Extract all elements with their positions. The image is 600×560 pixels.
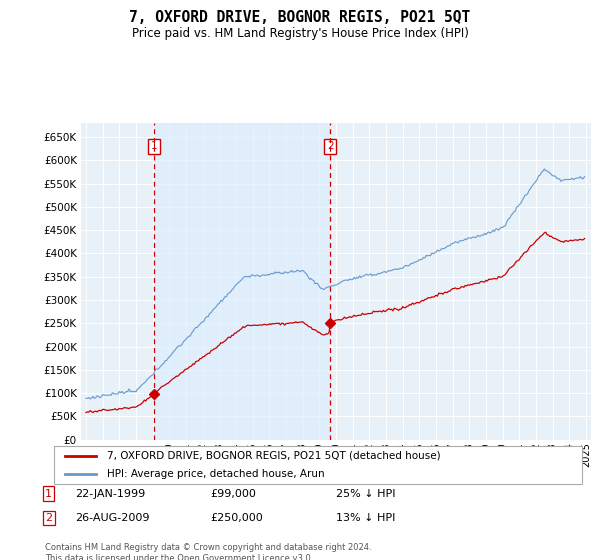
Text: 26-AUG-2009: 26-AUG-2009 [75,513,149,523]
Text: 1: 1 [45,489,52,499]
Text: 2: 2 [45,513,52,523]
Text: 22-JAN-1999: 22-JAN-1999 [75,489,145,499]
Text: 13% ↓ HPI: 13% ↓ HPI [336,513,395,523]
Text: £99,000: £99,000 [210,489,256,499]
Text: 2: 2 [327,142,334,151]
Text: Contains HM Land Registry data © Crown copyright and database right 2024.
This d: Contains HM Land Registry data © Crown c… [45,543,371,560]
Bar [154,123,330,440]
Text: Price paid vs. HM Land Registry's House Price Index (HPI): Price paid vs. HM Land Registry's House … [131,27,469,40]
Text: HPI: Average price, detached house, Arun: HPI: Average price, detached house, Arun [107,469,325,479]
Text: 7, OXFORD DRIVE, BOGNOR REGIS, PO21 5QT (detached house): 7, OXFORD DRIVE, BOGNOR REGIS, PO21 5QT … [107,451,440,461]
Text: £250,000: £250,000 [210,513,263,523]
Text: 25% ↓ HPI: 25% ↓ HPI [336,489,395,499]
Text: 1: 1 [151,142,157,151]
Text: 7, OXFORD DRIVE, BOGNOR REGIS, PO21 5QT: 7, OXFORD DRIVE, BOGNOR REGIS, PO21 5QT [130,10,470,25]
